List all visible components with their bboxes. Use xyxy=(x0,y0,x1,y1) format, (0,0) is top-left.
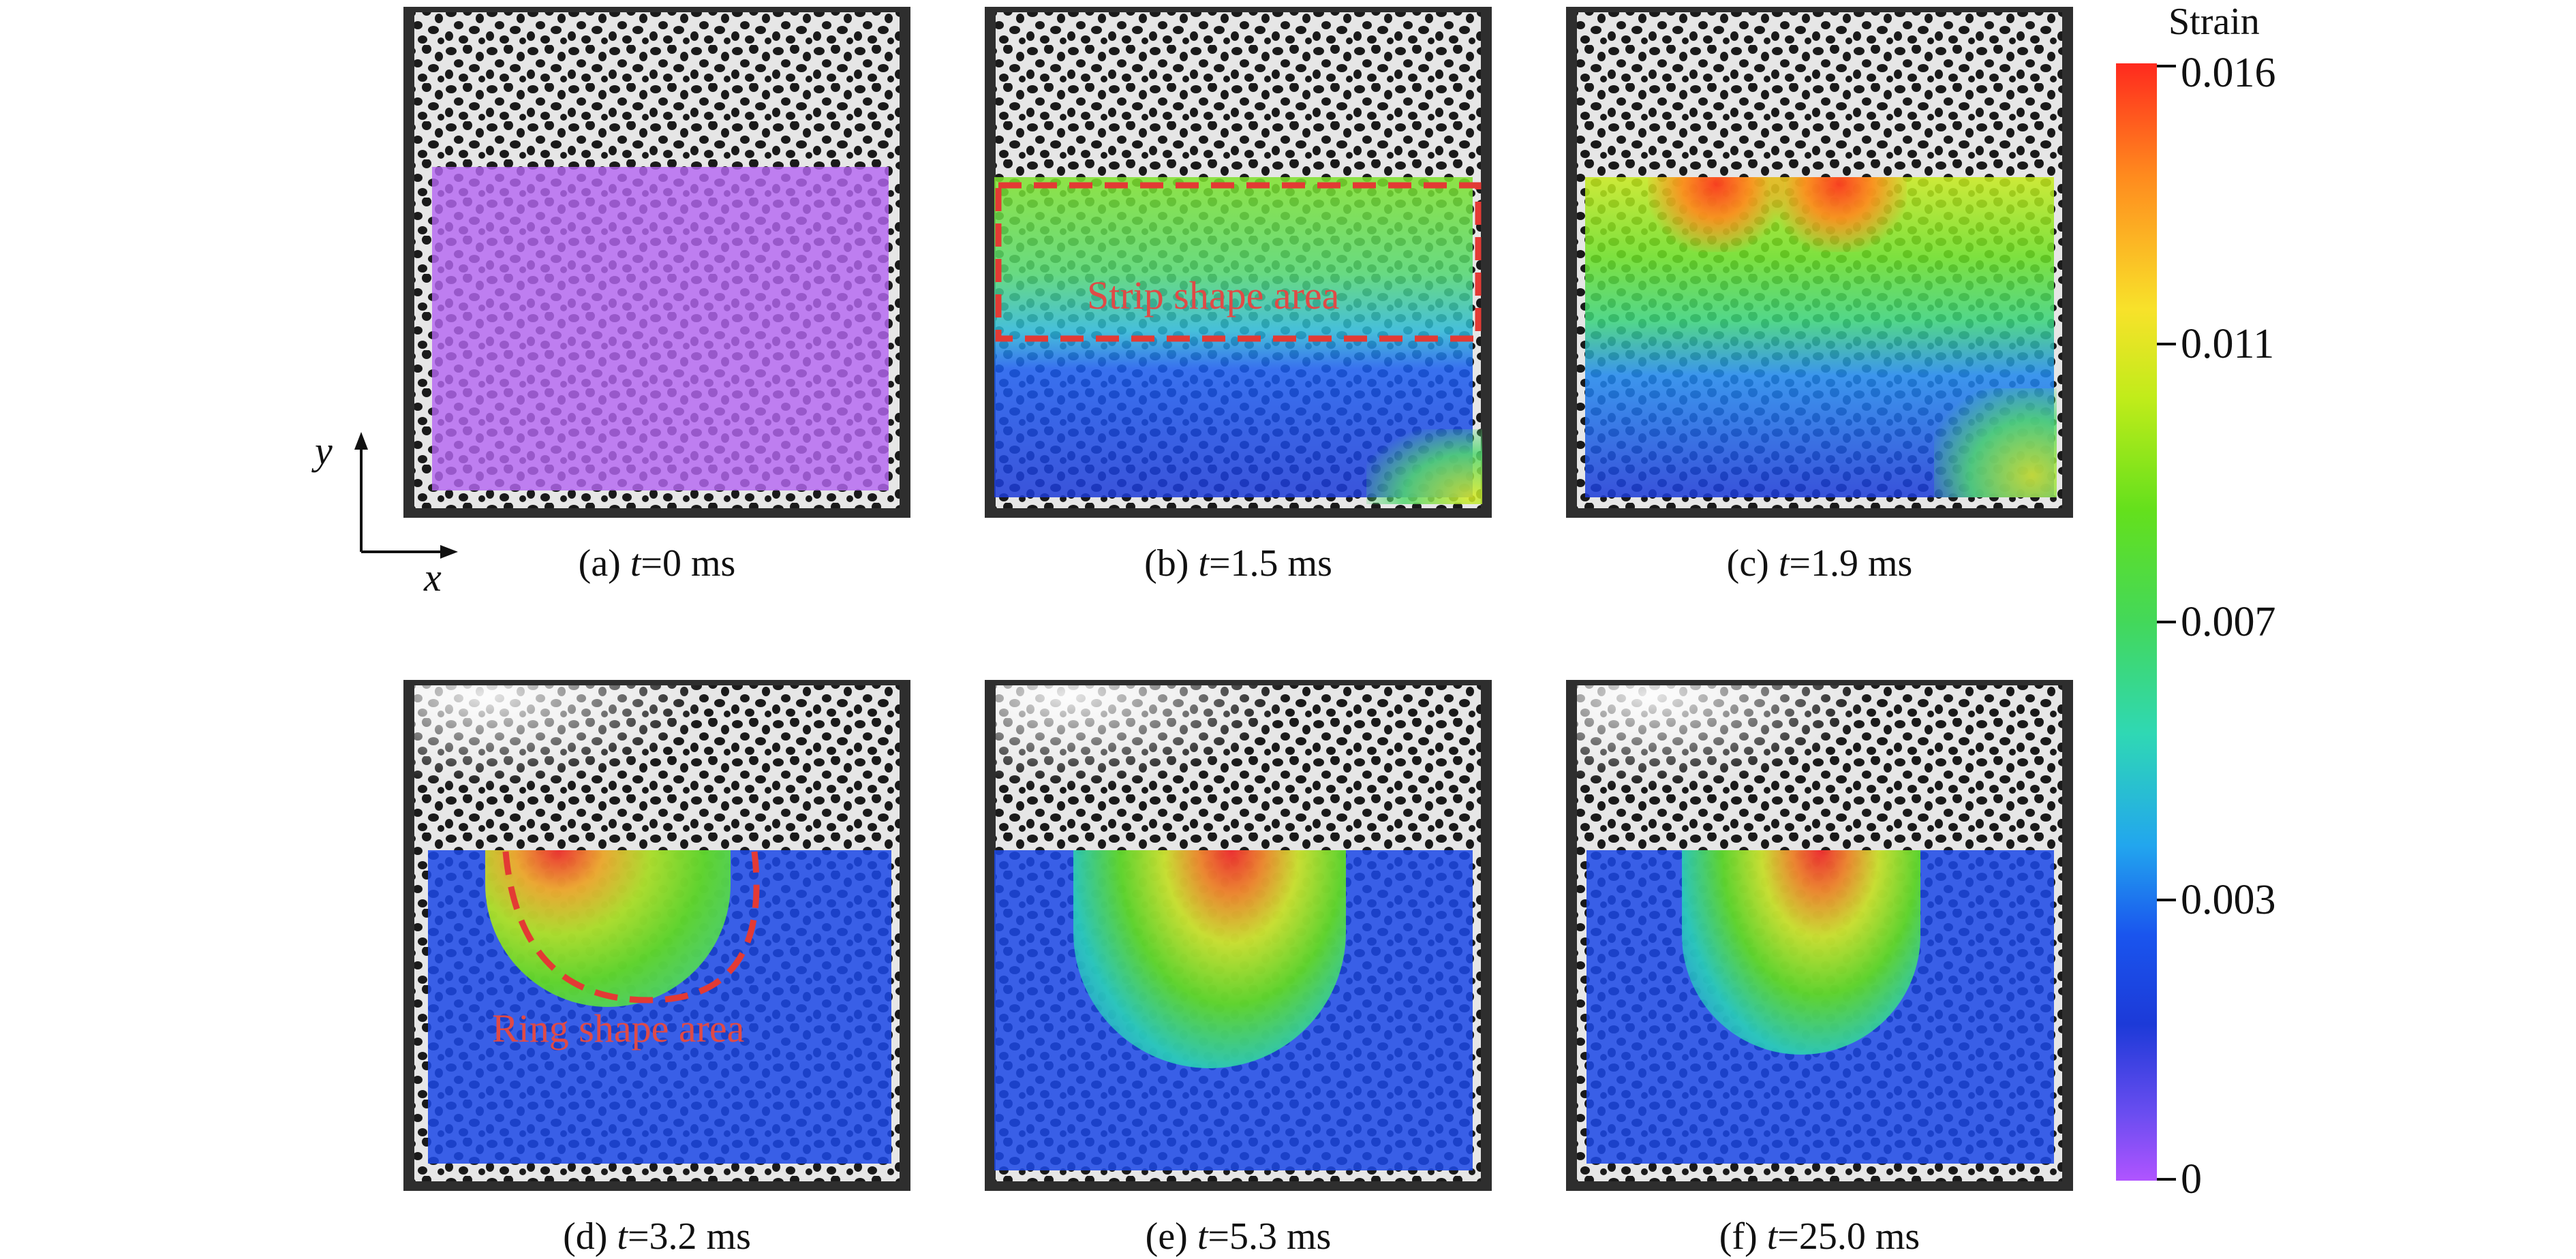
y-axis-label: y xyxy=(315,429,333,473)
panel-e-caption: (e) t=5.3 ms xyxy=(1145,1215,1332,1258)
panel-c-caption: (c) t=1.9 ms xyxy=(1726,542,1913,585)
colorbar-title: Strain xyxy=(2168,1,2260,43)
panel-c-image xyxy=(1566,7,2073,518)
panel-a-caption: (a) t=0 ms xyxy=(578,542,736,585)
ring-dashed-outline xyxy=(502,851,760,1004)
strain-hotspot-left xyxy=(1648,177,1784,252)
x-axis-label: x xyxy=(424,555,442,600)
panel-e-image xyxy=(985,680,1492,1191)
panel-f-caption: (f) t=25.0 ms xyxy=(1719,1215,1920,1258)
strip-shape-label: Strip shape area xyxy=(1087,273,1340,317)
colorbar-tick-label: 0.007 xyxy=(2181,599,2276,645)
strain-ring-region xyxy=(1682,850,1920,1055)
colorbar-tick xyxy=(2157,343,2176,345)
colorbar-tick-label: 0 xyxy=(2181,1156,2202,1202)
ring-shape-label: Ring shape area xyxy=(492,1006,745,1051)
strain-ring-region xyxy=(1073,850,1346,1068)
colorbar-tick xyxy=(2157,65,2176,67)
panel-f-image xyxy=(1566,680,2073,1191)
panel-b-image: Strip shape area xyxy=(985,7,1492,518)
colorbar xyxy=(2116,63,2157,1181)
panel-b-caption: (b) t=1.5 ms xyxy=(1144,542,1332,585)
panel-d-image: Ring shape area xyxy=(403,680,910,1191)
axis-arrows-icon xyxy=(354,432,458,559)
strain-hotspot xyxy=(1366,429,1482,504)
colorbar-tick-label: 0.003 xyxy=(2181,877,2276,923)
panel-d-caption: (d) t=3.2 ms xyxy=(563,1215,751,1258)
strain-hotspot-corner xyxy=(1934,388,2057,497)
colorbar-tick xyxy=(2157,621,2176,623)
colorbar-tick-label: 0.016 xyxy=(2181,50,2276,96)
colorbar-tick-label: 0.011 xyxy=(2181,321,2275,367)
colorbar-tick xyxy=(2157,899,2176,901)
strip-dashed-outline xyxy=(995,182,1482,342)
panel-a-image xyxy=(403,7,910,518)
strain-hotspot-right xyxy=(1770,177,1907,252)
strain-overlay xyxy=(432,167,889,491)
colorbar-tick xyxy=(2157,1178,2176,1181)
